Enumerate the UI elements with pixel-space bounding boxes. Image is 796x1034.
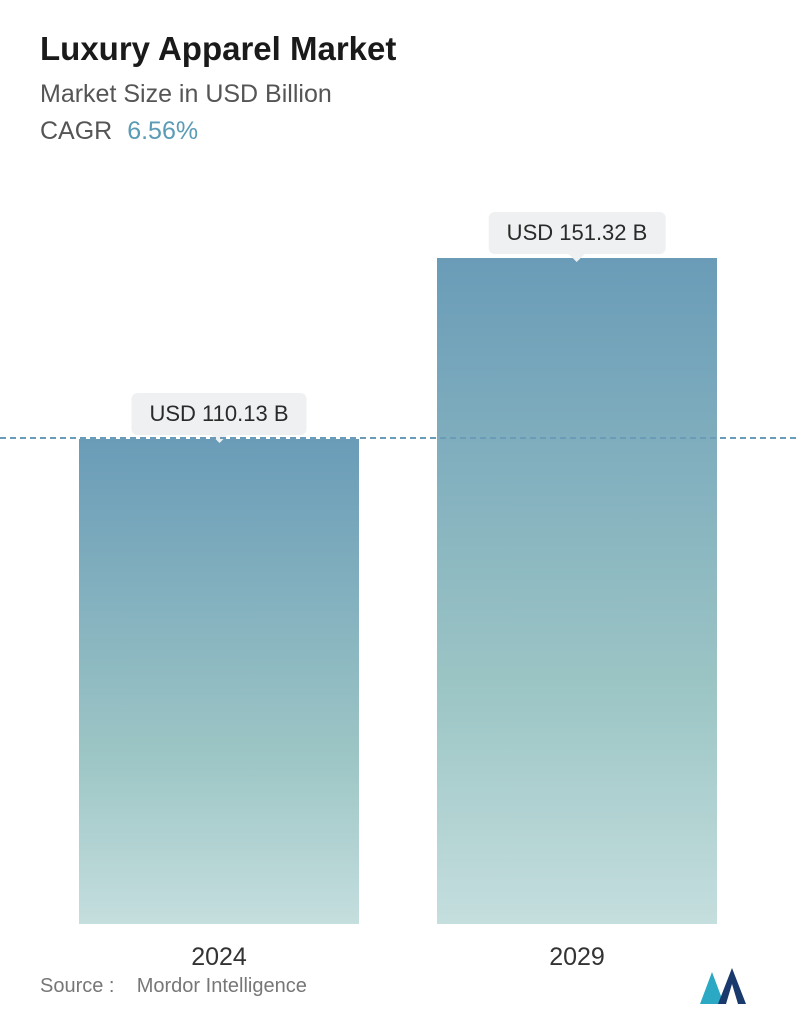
chart-header: Luxury Apparel Market Market Size in USD… (0, 0, 796, 146)
source-name: Mordor Intelligence (137, 975, 307, 997)
bar-group: USD 110.13 B2024 (79, 200, 359, 924)
bars-container: USD 110.13 B2024 USD 151.32 B2029 (40, 200, 756, 924)
bar: USD 110.13 B (79, 439, 359, 924)
reference-line (0, 437, 796, 439)
bar: USD 151.32 B (437, 258, 717, 924)
bar-group: USD 151.32 B2029 (437, 200, 717, 924)
chart-area: USD 110.13 B2024 USD 151.32 B2029 (0, 200, 796, 924)
source-text: Source : Mordor Intelligence (40, 975, 307, 998)
cagr-value: 6.56% (127, 117, 198, 145)
source-label: Source : (40, 975, 114, 997)
value-badge: USD 110.13 B (131, 393, 306, 435)
value-badge: USD 151.32 B (489, 212, 666, 254)
chart-footer: Source : Mordor Intelligence (40, 966, 756, 1006)
chart-title: Luxury Apparel Market (40, 30, 756, 68)
cagr-label: CAGR (40, 117, 112, 145)
brand-logo-icon (698, 966, 756, 1006)
chart-subtitle: Market Size in USD Billion (40, 80, 756, 109)
cagr-line: CAGR 6.56% (40, 117, 756, 146)
